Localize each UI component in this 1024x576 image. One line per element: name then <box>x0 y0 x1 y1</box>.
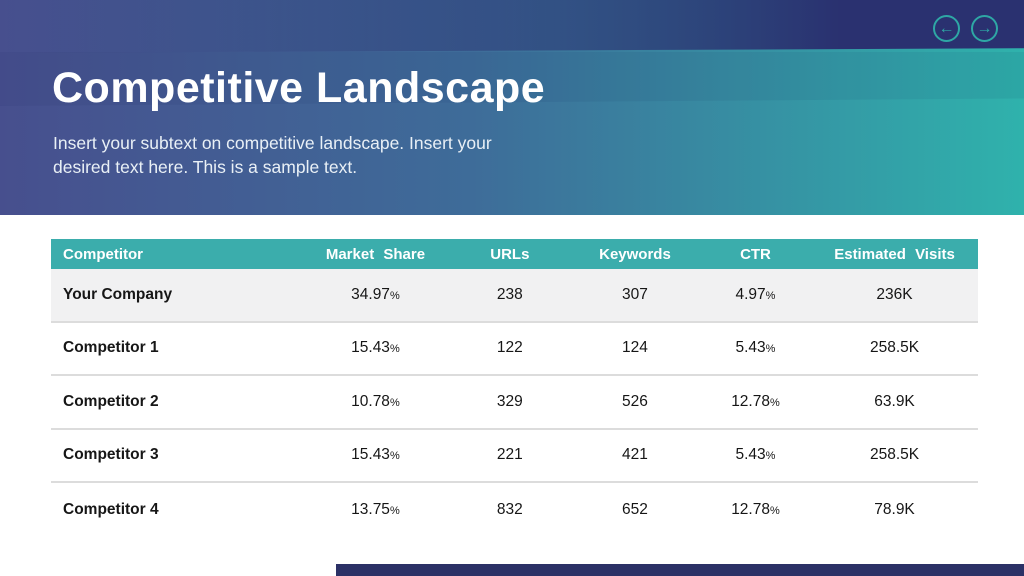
table-row: Competitor 2 10.78% 329 526 12.78% 63.9K <box>51 376 978 430</box>
prev-slide-button[interactable]: ← <box>933 15 960 42</box>
header-shade-band <box>0 52 1024 106</box>
competitive-landscape-table: Competitor Market Share URLs Keywords CT… <box>51 239 978 537</box>
column-header-urls: URLs <box>490 245 530 263</box>
percent-suffix: % <box>765 289 776 302</box>
arrow-right-icon: → <box>976 19 993 37</box>
column-header-estimated-visits: Estimated Visits <box>834 245 955 263</box>
column-header-competitor: Competitor <box>63 245 143 263</box>
estimated-visits-value: 78.9K <box>874 500 915 518</box>
percent-suffix: % <box>769 504 780 517</box>
competitor-name: Competitor 2 <box>63 392 159 410</box>
percent-suffix: % <box>769 396 780 409</box>
percent-suffix: % <box>765 343 776 356</box>
slide-subtitle: Insert your subtext on competitive lands… <box>53 133 492 177</box>
percent-suffix: % <box>765 450 776 463</box>
keywords-value: 124 <box>622 339 648 357</box>
footer-accent-bar <box>336 564 1024 576</box>
market-share-value: 13.75% <box>351 500 400 518</box>
page-title: Competitive Landscape <box>52 64 546 112</box>
column-header-keywords: Keywords <box>599 245 671 263</box>
competitor-name: Your Company <box>63 285 173 303</box>
keywords-value: 421 <box>622 446 648 464</box>
competitor-name: Competitor 1 <box>63 339 159 357</box>
urls-value: 832 <box>496 500 523 518</box>
table-header-row: Competitor Market Share URLs Keywords CT… <box>51 239 978 269</box>
header-top-band <box>0 0 1024 53</box>
ctr-value: 4.97% <box>735 285 776 303</box>
percent-suffix: % <box>389 450 400 463</box>
ctr-value: 5.43% <box>735 446 776 464</box>
column-header-ctr: CTR <box>740 245 771 263</box>
column-header-market-share: Market Share <box>325 245 426 263</box>
estimated-visits-value: 258.5K <box>869 339 920 357</box>
competitor-name: Competitor 3 <box>63 446 159 464</box>
urls-value: 221 <box>496 446 523 464</box>
estimated-visits-value: 63.9K <box>874 392 915 410</box>
urls-value: 122 <box>496 339 523 357</box>
table-row: Competitor 4 13.75% 832 652 12.78% 78.9K <box>51 483 978 537</box>
slide-navigation: ← → <box>933 15 998 42</box>
market-share-value: 10.78% <box>351 392 400 410</box>
keywords-value: 307 <box>622 285 648 303</box>
table-row: Competitor 1 15.43% 122 124 5.43% 258.5K <box>51 323 978 376</box>
market-share-value: 34.97% <box>351 285 400 303</box>
ctr-value: 12.78% <box>731 500 780 518</box>
urls-value: 329 <box>496 392 523 410</box>
urls-value: 238 <box>496 285 523 303</box>
market-share-value: 15.43% <box>351 339 400 357</box>
table-row: Competitor 3 15.43% 221 421 5.43% 258.5K <box>51 430 978 483</box>
ctr-value: 5.43% <box>735 339 776 357</box>
ctr-value: 12.78% <box>731 392 780 410</box>
market-share-value: 15.43% <box>351 446 400 464</box>
competitor-name: Competitor 4 <box>63 500 159 518</box>
next-slide-button[interactable]: → <box>971 15 998 42</box>
percent-suffix: % <box>389 396 400 409</box>
percent-suffix: % <box>389 504 400 517</box>
estimated-visits-value: 236K <box>876 285 913 303</box>
estimated-visits-value: 258.5K <box>869 446 920 464</box>
percent-suffix: % <box>389 343 400 356</box>
header-banner: Competitive Landscape Insert your subtex… <box>0 0 1024 215</box>
keywords-value: 652 <box>622 500 648 518</box>
keywords-value: 526 <box>622 392 648 410</box>
table-row: Your Company 34.97% 238 307 4.97% 236K <box>51 269 978 323</box>
arrow-left-icon: ← <box>938 19 955 37</box>
percent-suffix: % <box>389 289 400 302</box>
